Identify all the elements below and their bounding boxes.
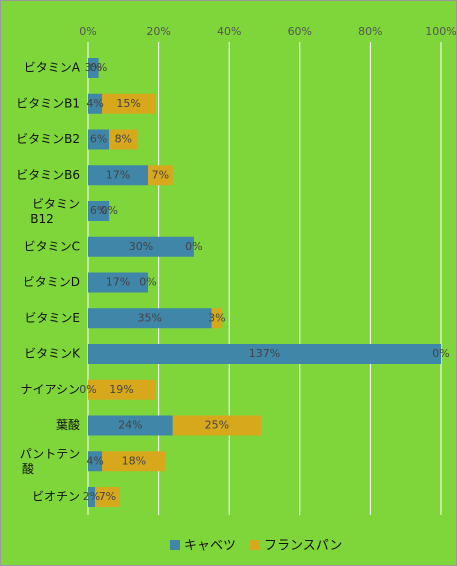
bar-segment [172, 415, 261, 436]
y-tick-label: ビタミンB6 [16, 168, 80, 182]
legend-label: フランスパン [264, 539, 342, 554]
data-label: 17% [106, 168, 130, 181]
y-tick-label: ビタミンB1 [16, 96, 80, 110]
legend-swatch [170, 540, 180, 550]
y-tick-label: ビオチン [32, 490, 80, 504]
data-label: 30% [129, 240, 153, 253]
data-label: 35% [138, 311, 162, 324]
data-label: 0% [79, 383, 96, 396]
data-label: 0% [432, 347, 449, 360]
data-label: 25% [205, 419, 229, 432]
y-tick-label: ナイアシン [20, 382, 80, 396]
y-tick-label: ビタミンD [23, 275, 80, 289]
bar-segment [88, 379, 156, 400]
bar-segment [88, 236, 194, 257]
bar-segment [88, 272, 149, 293]
data-label: 15% [116, 97, 140, 110]
bar-segment [88, 201, 110, 221]
data-label: 6% [90, 133, 107, 146]
data-label: 24% [118, 419, 142, 432]
x-tick-label: 80% [358, 25, 382, 38]
bar-segment [88, 487, 96, 507]
y-tick-label: パントテン酸 [20, 447, 81, 476]
data-label: 2% [83, 490, 100, 503]
data-label: 3% [208, 311, 225, 324]
y-tick-label: ビタミン B12 [30, 196, 80, 225]
bar-segment [102, 451, 166, 472]
data-label: 4% [86, 454, 103, 467]
data-label: 0% [90, 61, 107, 74]
data-label: 7% [152, 168, 169, 181]
data-label: 8% [115, 133, 132, 146]
y-tick-label: 葉酸 [56, 417, 80, 432]
data-label: 17% [106, 276, 130, 289]
data-label: 7% [99, 490, 116, 503]
bar-segment [88, 308, 212, 329]
x-tick-label: 100% [425, 25, 456, 38]
data-label: 6% [90, 204, 107, 217]
bar-segment [88, 415, 173, 436]
data-label: 137% [249, 347, 280, 360]
bar-segment [88, 58, 99, 78]
bar-segment [102, 93, 156, 114]
y-tick-label: ビタミンA [24, 61, 81, 75]
x-tick-label: 0% [79, 25, 96, 38]
grid [87, 42, 442, 515]
bar-segment [88, 129, 110, 150]
y-tick-label: ビタミンB2 [16, 132, 80, 146]
y-tick-label: ビタミンE [24, 311, 80, 325]
x-tick-label: 40% [217, 25, 241, 38]
data-label: 19% [109, 383, 133, 396]
data-label: 0% [100, 204, 117, 217]
data-label: 4% [86, 97, 103, 110]
x-tick-label: 60% [288, 25, 312, 38]
data-label: 3% [85, 61, 102, 74]
legend-swatch [250, 540, 261, 550]
legend-label: キャベツ [184, 539, 236, 554]
data-label: 0% [139, 276, 156, 289]
data-label: 0% [185, 240, 202, 253]
y-tick-label: ビタミンK [24, 347, 81, 361]
labels: 0% 20% 40% 60% 80% 100%ビタミンA 3%0%ビタミンB1 4% 15%ビタ… [16, 25, 457, 554]
data-label: 18% [122, 454, 146, 467]
bar-segment [211, 308, 223, 329]
y-tick-label: ビタミンC [24, 239, 80, 253]
bar-segment [88, 344, 441, 364]
bar-segment [88, 93, 103, 114]
bar-segment [95, 487, 120, 507]
bar-segment [109, 129, 138, 150]
bars [88, 58, 441, 507]
bar-segment [88, 165, 149, 186]
x-tick-label: 20% [146, 25, 170, 38]
bar-segment [88, 451, 103, 472]
bar-segment [148, 165, 173, 186]
